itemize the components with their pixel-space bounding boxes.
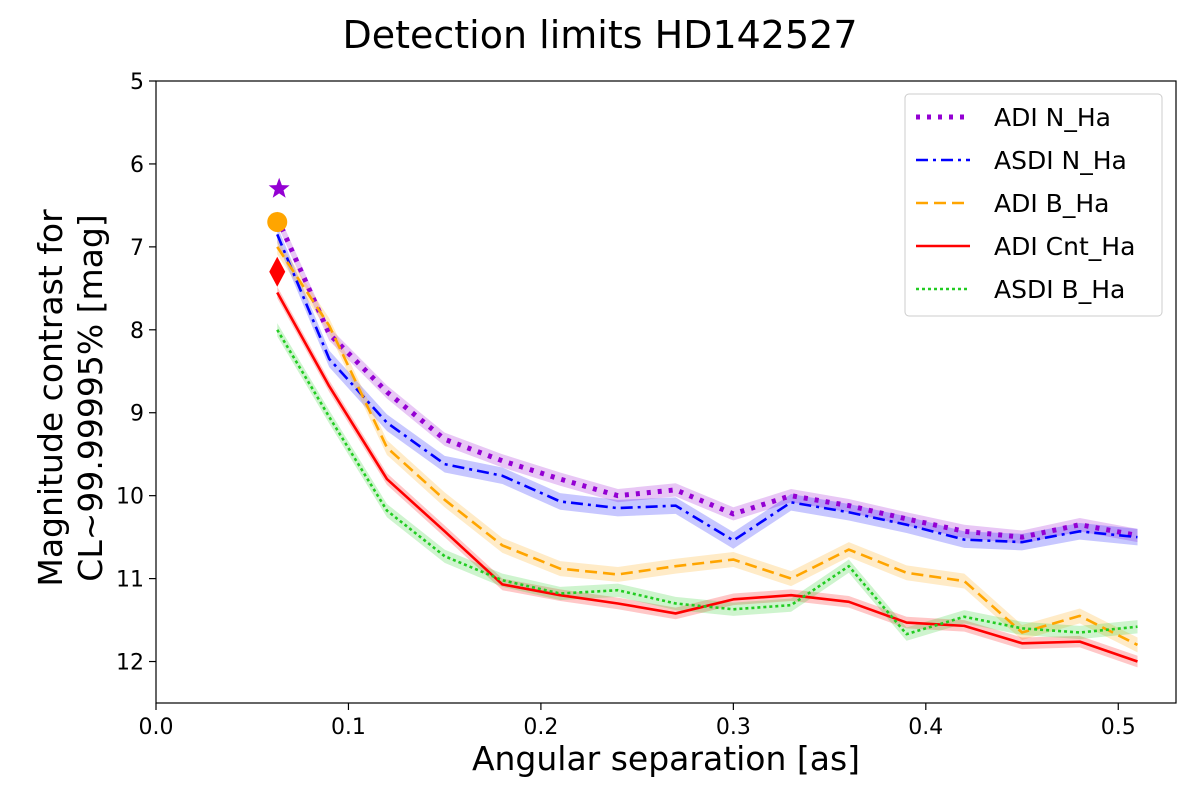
x-axis-label: Angular separation [as] xyxy=(472,739,860,778)
band-adi-cnt-ha xyxy=(277,286,1138,668)
confidence-bands xyxy=(277,211,1138,668)
x-tick-label: 0.5 xyxy=(1101,715,1136,740)
x-axis-ticks: 0.0 0.1 0.2 0.3 0.4 0.5 xyxy=(139,703,1136,740)
legend-label-asdi-n-ha: ASDI N_Ha xyxy=(994,146,1127,175)
marker-star-adi-n-ha xyxy=(268,177,290,198)
band-asdi-b-ha xyxy=(277,323,1138,641)
line-adi-cnt-ha xyxy=(276,291,1138,663)
y-tick-label: 12 xyxy=(116,651,144,676)
y-tick-label: 8 xyxy=(130,319,144,344)
band-asdi-n-ha xyxy=(277,226,1138,551)
y-tick-label: 7 xyxy=(130,236,144,261)
y-axis-ticks: 5 6 7 8 9 10 11 12 xyxy=(116,70,156,676)
y-tick-label: 6 xyxy=(130,153,144,178)
legend-label-adi-n-ha: ADI N_Ha xyxy=(994,103,1111,132)
plot-area-frame xyxy=(155,80,1177,704)
marker-diamond-adi-cnt-ha xyxy=(269,256,286,287)
band-adi-b-ha xyxy=(277,239,1138,653)
y-axis-label-line1: Magnitude contrast for xyxy=(31,209,70,587)
line-asdi-b-ha xyxy=(276,329,1138,636)
x-tick-label: 0.1 xyxy=(331,715,366,740)
x-tick-label: 0.2 xyxy=(523,715,558,740)
y-tick-label: 5 xyxy=(130,70,144,95)
y-tick-label: 11 xyxy=(116,568,144,593)
marker-circle-adi-b-ha xyxy=(267,211,288,232)
y-tick-label: 10 xyxy=(116,485,144,510)
x-tick-label: 0.0 xyxy=(139,715,174,740)
line-adi-b-ha xyxy=(276,246,1139,647)
y-tick-label: 9 xyxy=(130,402,144,427)
x-tick-label: 0.3 xyxy=(716,715,751,740)
line-asdi-n-ha xyxy=(276,233,1138,544)
y-axis-label-line2: CL~99.99995% [mag] xyxy=(71,214,110,581)
legend-label-asdi-b-ha: ASDI B_Ha xyxy=(994,275,1125,304)
chart-title: Detection limits HD142527 xyxy=(342,13,857,57)
x-tick-label: 0.4 xyxy=(908,715,943,740)
legend: ADI N_Ha ASDI N_Ha ADI B_Ha ADI Cnt_Ha ASDI … xyxy=(904,93,1163,317)
band-adi-n-ha xyxy=(277,211,1138,544)
legend-label-adi-b-ha: ADI B_Ha xyxy=(994,189,1109,218)
series-markers xyxy=(267,177,290,287)
series-lines xyxy=(274,216,1139,663)
legend-label-adi-cnt-ha: ADI Cnt_Ha xyxy=(994,232,1135,261)
legend-box xyxy=(904,93,1163,317)
